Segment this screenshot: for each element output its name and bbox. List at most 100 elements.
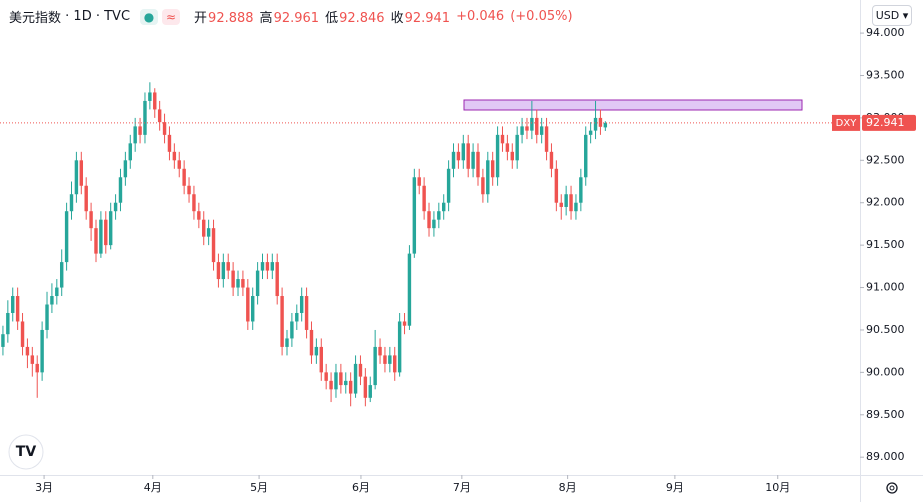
candle-body [397, 321, 402, 373]
candle-body [148, 92, 152, 101]
candle-body [584, 134, 588, 178]
candle-body [285, 338, 289, 347]
candle-body [50, 296, 54, 305]
candle-body [559, 202, 563, 207]
candle-body [339, 372, 343, 386]
candle-body [270, 262, 275, 271]
candle-body [108, 211, 113, 246]
candle-body [211, 228, 216, 263]
candle-body [1, 334, 5, 347]
currency: USD [875, 9, 900, 22]
y-tick-label: 94.000 [866, 26, 905, 39]
candle-body [319, 346, 323, 373]
y-tick-label: 91.000 [866, 281, 905, 294]
candle-body [525, 126, 529, 131]
ohlc-label: 高 [259, 11, 273, 26]
y-tick-label: 90.000 [866, 365, 905, 378]
candle-body [505, 143, 510, 152]
candle-body [569, 194, 573, 212]
candle-body [167, 134, 172, 152]
candle-body [30, 355, 35, 364]
ohlc-value: 92.961 [273, 11, 320, 26]
candle-body [123, 160, 128, 178]
candle-body [246, 287, 250, 322]
candle-body [64, 211, 69, 263]
candle-body [486, 160, 490, 195]
candle-body [441, 202, 446, 212]
ohlc-label: 开 [194, 11, 208, 26]
candle-body [202, 219, 206, 237]
symbol-tag-bg [832, 114, 860, 131]
candle-body [197, 211, 201, 220]
candle-body [226, 262, 230, 271]
candle-body [280, 296, 284, 347]
candle-body [579, 177, 583, 203]
candle-body [515, 134, 519, 161]
x-tick-label: 3月 [35, 481, 53, 494]
y-tick-label: 91.500 [866, 238, 905, 251]
candle-body [539, 126, 544, 135]
candle-body [466, 143, 470, 169]
candle-body [510, 151, 514, 161]
candle-body [162, 122, 167, 135]
candle-body [329, 380, 333, 390]
candle-body [89, 211, 93, 229]
rectangle-drawing[interactable] [463, 99, 803, 111]
change-percent: (+0.05%) [510, 9, 573, 24]
ohlc: 开92.888 高92.961 低92.846 收92.941 [194, 7, 456, 26]
settings-icon[interactable] [886, 482, 898, 494]
candle-body [500, 134, 505, 144]
candle-body [564, 194, 568, 207]
candle-body [353, 363, 358, 394]
candle-body [241, 279, 245, 288]
candle-body [461, 143, 466, 161]
candle-body [250, 296, 255, 322]
exchange: TVC [104, 9, 131, 24]
candle-body [299, 296, 304, 313]
candle-body [402, 321, 407, 326]
candle-body [74, 160, 79, 195]
x-tick-label: 5月 [250, 481, 268, 494]
y-tick-label: 89.500 [866, 408, 905, 421]
y-tick-label: 92.500 [866, 153, 905, 166]
candle-body [574, 202, 578, 212]
candle-body [324, 372, 328, 381]
candle-body [471, 151, 475, 169]
candle-body [495, 134, 500, 178]
candle-body [304, 296, 309, 330]
x-tick-label: 6月 [352, 481, 370, 494]
candle-body [481, 177, 485, 195]
y-tick-label: 93.500 [866, 68, 905, 81]
delay-badge[interactable]: ≈ [162, 8, 181, 25]
candle-body [598, 117, 603, 127]
candle-body [128, 143, 132, 161]
change: +0.046 [456, 9, 505, 24]
candle-body [530, 117, 534, 131]
currency-select[interactable]: USD ▾ [872, 5, 912, 26]
candle-body [157, 109, 162, 123]
candle-body [182, 168, 186, 186]
candle-body [99, 219, 103, 254]
candle-body [133, 126, 137, 144]
status-badge[interactable]: ● [140, 8, 159, 25]
legend: 美元指数 · 1D · TVC ● ≈ 开92.888 高92.961 低92.84… [9, 7, 579, 26]
candle-body [368, 385, 372, 398]
candle-body [388, 355, 392, 364]
candle-body [417, 177, 421, 186]
separator: · [91, 9, 105, 24]
candle-body [588, 130, 593, 135]
svg-text:TV: TV [16, 444, 37, 460]
candle-body [393, 355, 397, 373]
candle-body [446, 168, 451, 203]
ohlc-value: 92.846 [339, 11, 385, 26]
candle-body [216, 262, 221, 280]
candle-body [15, 296, 20, 322]
candle-body [412, 177, 417, 254]
candle-body [544, 126, 549, 152]
candle-body [363, 376, 368, 398]
price-tag-bg [862, 114, 916, 131]
price-tag: 92.941 [866, 116, 905, 129]
interval: 1D [73, 9, 92, 24]
candle-body [177, 160, 181, 169]
ohlc-value: 92.941 [404, 11, 451, 26]
